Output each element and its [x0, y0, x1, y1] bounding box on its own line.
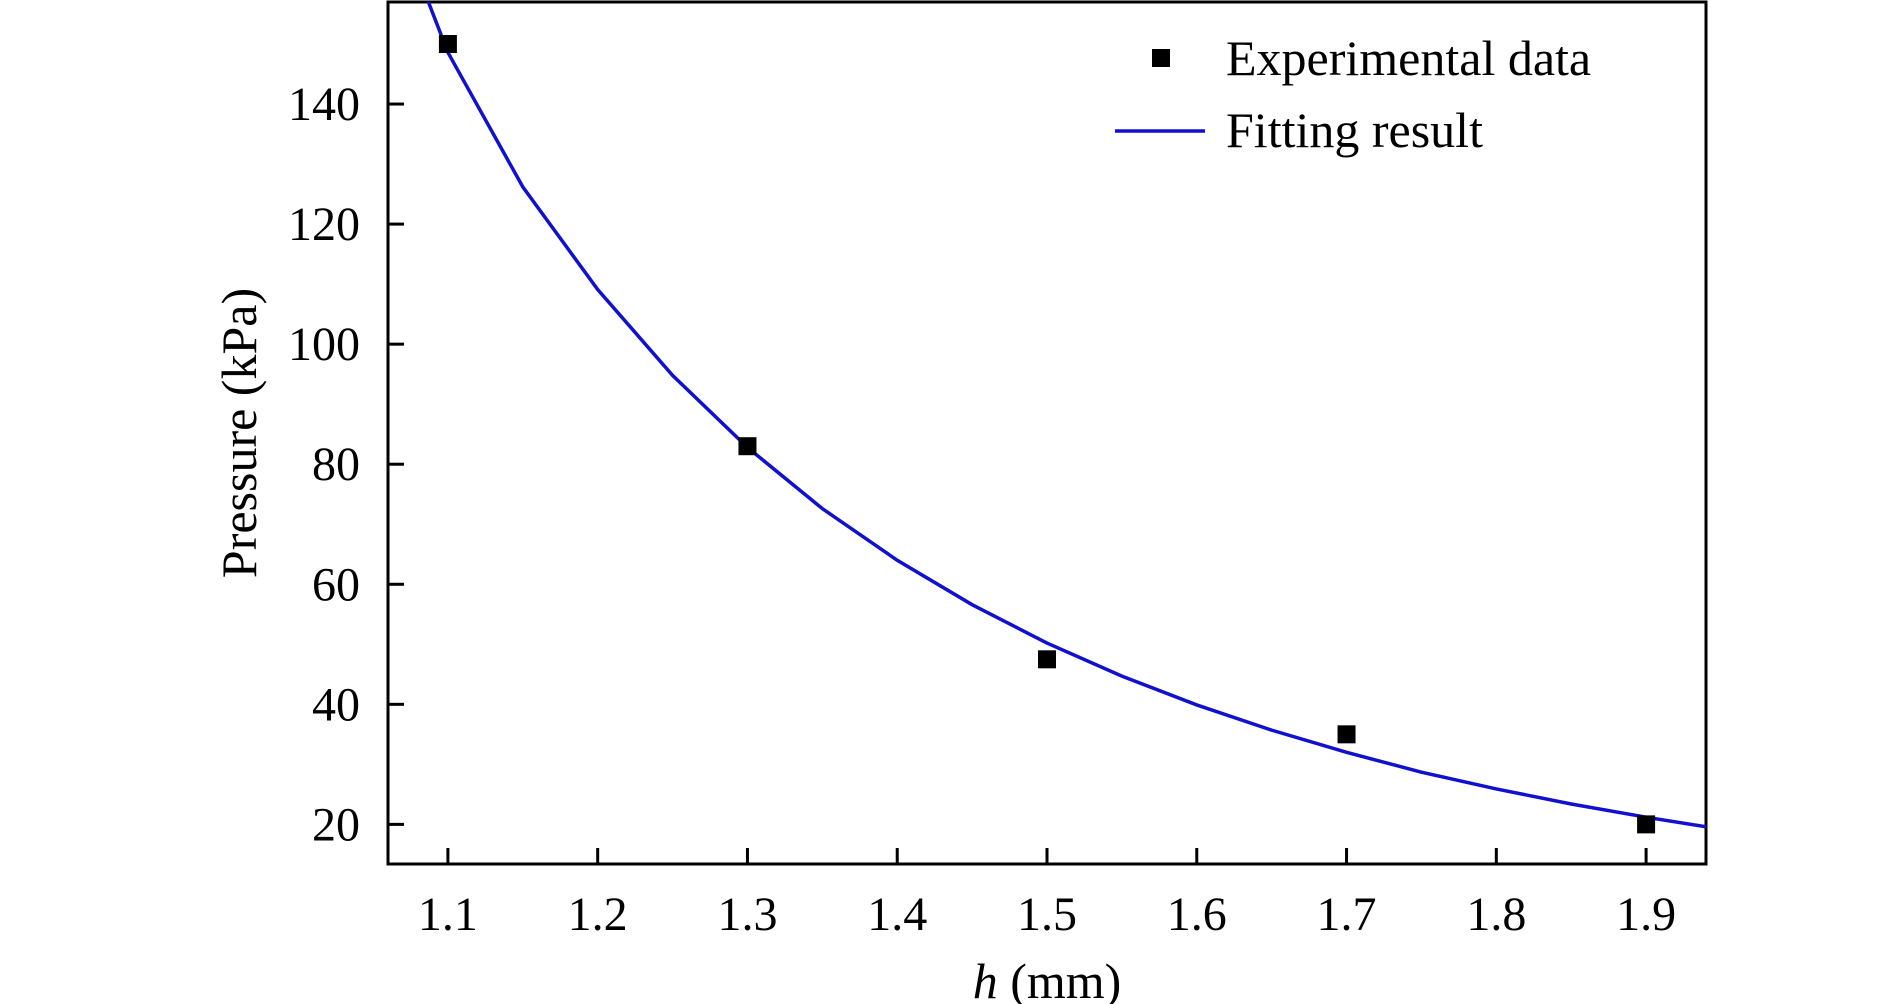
- experimental-point: [1637, 815, 1656, 834]
- legend-label-experimental: Experimental data: [1226, 30, 1591, 86]
- y-tick-label: 140: [288, 78, 360, 131]
- y-axis-label: Pressure (kPa): [211, 288, 267, 578]
- legend: Experimental data Fitting result: [1115, 30, 1591, 158]
- experimental-point: [1337, 725, 1356, 744]
- x-tick-label: 1.7: [1317, 888, 1377, 941]
- y-tick-label: 100: [288, 318, 360, 371]
- y-tick-label: 80: [312, 438, 360, 491]
- experimental-point: [738, 437, 757, 456]
- legend-label-fitting: Fitting result: [1226, 102, 1483, 158]
- x-axis-variable: h: [973, 953, 998, 1004]
- x-tick-label: 1.2: [568, 888, 628, 941]
- y-tick-label: 60: [312, 558, 360, 611]
- x-tick-label: 1.3: [717, 888, 777, 941]
- x-axis-label: h (mm): [973, 953, 1122, 1004]
- y-tick-label: 120: [288, 198, 360, 251]
- x-tick-label: 1.4: [867, 888, 927, 941]
- x-tick-label: 1.8: [1466, 888, 1526, 941]
- legend-marker-experimental: [1152, 49, 1170, 67]
- x-tick-label: 1.5: [1017, 888, 1077, 941]
- x-tick-label: 1.6: [1167, 888, 1227, 941]
- x-axis-unit: (mm): [998, 953, 1122, 1004]
- plot-frame: [386, 0, 1708, 866]
- y-tick-label: 40: [312, 678, 360, 731]
- x-axis-ticks: 1.1 1.2 1.3 1.4 1.5 1.6 1.7 1.8 1.9: [418, 848, 1676, 941]
- fitting-result-line: [426, 2, 1706, 829]
- experimental-point: [1038, 650, 1056, 669]
- x-tick-label: 1.1: [418, 888, 478, 941]
- experimental-point: [438, 35, 457, 54]
- experimental-data-markers: [438, 35, 1656, 834]
- y-axis-ticks: 20 40 60 80 100 120 140: [288, 78, 404, 851]
- x-tick-label: 1.9: [1616, 888, 1676, 941]
- y-tick-label: 20: [312, 798, 360, 851]
